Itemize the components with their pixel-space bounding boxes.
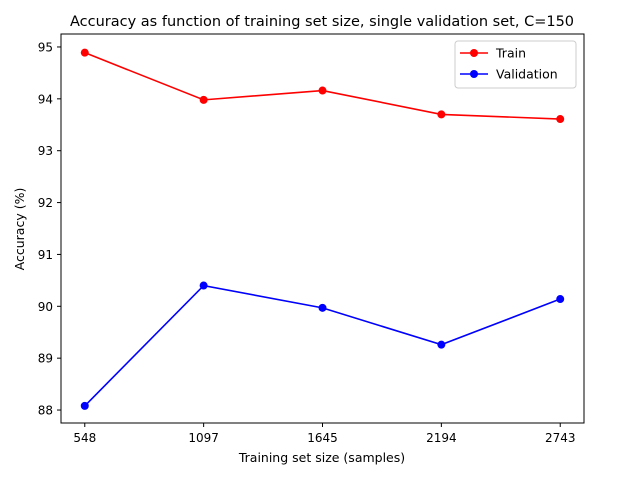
y-tick-label: 92 bbox=[38, 196, 53, 210]
legend-swatch-marker-train bbox=[470, 49, 478, 57]
x-tick-label: 1645 bbox=[307, 431, 338, 445]
data-point-train bbox=[556, 115, 565, 124]
legend-swatch-marker-validation bbox=[470, 70, 478, 78]
data-point-train bbox=[80, 48, 89, 57]
data-point-validation bbox=[199, 281, 208, 290]
y-tick-label: 89 bbox=[38, 352, 53, 366]
chart-title: Accuracy as function of training set siz… bbox=[70, 14, 574, 30]
y-tick-label: 88 bbox=[38, 404, 53, 418]
data-point-validation bbox=[318, 303, 327, 312]
data-point-validation bbox=[437, 340, 446, 349]
y-tick-label: 94 bbox=[38, 92, 53, 106]
x-tick-label: 1097 bbox=[188, 431, 219, 445]
y-tick-label: 95 bbox=[38, 40, 53, 54]
legend-label-validation: Validation bbox=[496, 67, 558, 82]
y-tick-label: 93 bbox=[38, 144, 53, 158]
data-point-validation bbox=[556, 295, 565, 304]
legend: Train Validation bbox=[454, 40, 577, 89]
x-tick-label: 2743 bbox=[545, 431, 576, 445]
x-tick-label: 2194 bbox=[426, 431, 457, 445]
y-axis-label: Accuracy (%) bbox=[12, 188, 27, 271]
plot-area: 88 89 90 91 92 93 94 95 548 1097 1645 2194 2743 bbox=[38, 33, 585, 445]
x-axis-label: Training set size (samples) bbox=[238, 450, 405, 465]
series-line-validation bbox=[84, 284, 561, 407]
x-tick-label: 548 bbox=[73, 431, 96, 445]
y-tick-label: 91 bbox=[38, 248, 53, 262]
legend-label-train: Train bbox=[495, 46, 526, 61]
data-point-validation bbox=[80, 401, 89, 410]
data-point-train bbox=[437, 110, 446, 119]
data-point-train bbox=[318, 86, 327, 95]
y-tick-label: 90 bbox=[38, 300, 53, 314]
data-point-train bbox=[199, 95, 208, 104]
